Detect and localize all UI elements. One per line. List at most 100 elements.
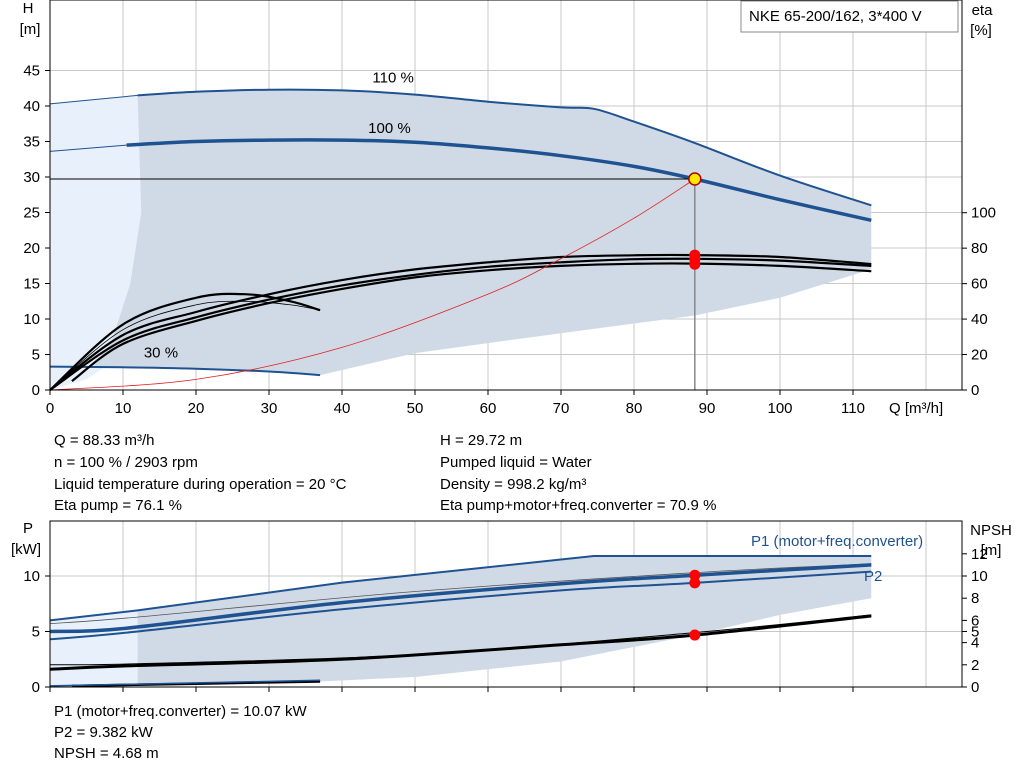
- qh-curves: 110 % 100 % 30 %: [49, 70, 872, 391]
- info-liquid: Pumped liquid = Water: [440, 454, 592, 471]
- operating-info: Q = 88.33 m³/h n = 100 % / 2903 rpm Liqu…: [54, 432, 716, 514]
- power-marker: [689, 629, 701, 641]
- eta-y-tick-label: 80: [971, 240, 988, 257]
- npsh-y-tick-label: 12: [971, 546, 988, 563]
- info-head: H = 29.72 m: [440, 432, 522, 449]
- npsh-y-tick-label: 0: [971, 679, 979, 696]
- qh-x-tick-label: 80: [626, 400, 643, 417]
- pump-title-box: [740, 0, 959, 33]
- qh-x-tick-label: 20: [188, 400, 205, 417]
- qh-x-tick-label: 60: [480, 400, 497, 417]
- power-ylabel-unit: [kW]: [11, 541, 41, 558]
- qh-y-tick-label: 25: [23, 205, 40, 222]
- qh-x-tick-label: 110: [841, 400, 865, 417]
- info-density: Density = 998.2 kg/m³: [440, 476, 586, 493]
- qh-y-tick-label: 20: [23, 240, 40, 257]
- eta-curve-5: [49, 292, 321, 391]
- head-curve-110-label: 110 %: [372, 70, 413, 87]
- info-eta-pump: Eta pump = 76.1 %: [54, 497, 182, 514]
- qh-y-tick-label: 10: [23, 311, 40, 328]
- info-temperature: Liquid temperature during operation = 20…: [54, 476, 347, 493]
- eta-y-tick-label: 40: [971, 311, 988, 328]
- power-curves: [49, 555, 872, 688]
- head-curve-110: [137, 88, 872, 207]
- info-q: Q = 88.33 m³/h: [54, 432, 154, 449]
- qh-y2label-eta: eta: [972, 2, 994, 19]
- power-plot-frame: [49, 520, 963, 688]
- pump-title: NKE 65-200/162, 3*400 V: [749, 8, 922, 25]
- power-y-tick-label: 5: [32, 624, 40, 641]
- eta-marker: [689, 258, 701, 270]
- npsh-y-tick-label: 2: [971, 657, 979, 674]
- qh-x-tick-label: 40: [334, 400, 351, 417]
- head-curve-110-thin: [49, 94, 138, 105]
- p1-series-label: P1 (motor+freq.converter): [751, 533, 923, 550]
- npsh-y-tick-label: 6: [971, 612, 979, 629]
- qh-xlabel: Q [m³/h]: [889, 400, 943, 417]
- p2-series-label: P2: [864, 568, 882, 585]
- p2-100-curve: [49, 570, 872, 641]
- qh-operating-band: [50, 89, 872, 390]
- qh-x-tick-label: 10: [115, 400, 132, 417]
- power-low-flow-zone: [50, 610, 138, 687]
- power-info: P1 (motor+freq.converter) = 10.07 kW P2 …: [54, 703, 307, 762]
- eta-y-tick-label: 0: [971, 382, 979, 399]
- eta-curve-4: [49, 300, 321, 391]
- qh-x-tick-label: 50: [407, 400, 424, 417]
- qh-ylabel-unit: [m]: [20, 21, 41, 38]
- info-eta-total: Eta pump+motor+freq.converter = 70.9 %: [440, 497, 716, 514]
- qh-y-tick-label: 45: [23, 63, 40, 80]
- head-curve-100-thin: [49, 144, 127, 152]
- qh-x-tick-label: 90: [699, 400, 716, 417]
- eta-curve-1: [49, 253, 872, 391]
- qh-y2label-unit: [%]: [970, 22, 992, 39]
- qh-x-tick-label: 70: [553, 400, 570, 417]
- power-y-tick-label: 0: [32, 679, 40, 696]
- info-npsh: NPSH = 4.68 m: [54, 745, 159, 762]
- qh-y-tick-label: 35: [23, 134, 40, 151]
- eta-y-tick-label: 20: [971, 347, 988, 364]
- npsh-y-tick-label: 8: [971, 590, 979, 607]
- qh-y-tick-label: 15: [23, 276, 40, 293]
- head-curve-100-label: 100 %: [368, 120, 411, 137]
- npsh-ylabel-unit: [m]: [981, 542, 1002, 559]
- qh-plot-frame: [49, 0, 963, 391]
- eta-y-tick-label: 100: [971, 205, 996, 222]
- info-p1: P1 (motor+freq.converter) = 10.07 kW: [54, 703, 307, 720]
- info-p2: P2 = 9.382 kW: [54, 724, 154, 741]
- qh-axes: 0 10 20 30 40 50 60 70 80 90 100 110 0 5 10 15 20 25 30 35 4…: [23, 63, 996, 418]
- qh-y-tick-label: 5: [32, 347, 40, 364]
- eta-curve-3: [71, 262, 872, 382]
- power-marker: [689, 569, 701, 581]
- npsh-thin-curve: [49, 614, 872, 666]
- info-speed: n = 100 % / 2903 rpm: [54, 454, 198, 471]
- qh-x-tick-label: 30: [261, 400, 278, 417]
- power-speed-band: [137, 556, 872, 685]
- qh-x-tick-label: 100: [767, 400, 792, 417]
- npsh-y-tick-label: 10: [971, 568, 988, 585]
- npsh-y-tick-label: 4: [971, 635, 979, 652]
- eta-y-tick-label: 60: [971, 276, 988, 293]
- eta-curve-2: [49, 257, 872, 391]
- qh-x-tick-label: 0: [46, 400, 54, 417]
- head-curve-100: [126, 138, 872, 223]
- npsh-y-tick-label: 5: [971, 624, 979, 641]
- head-curve-30-label: 30 %: [144, 344, 178, 361]
- qh-y-tick-label: 40: [23, 98, 40, 115]
- operating-point: [688, 172, 702, 186]
- power-marker: [689, 577, 701, 589]
- head-curve-30: [49, 365, 321, 377]
- system-curve: [49, 178, 696, 391]
- power-y-tick-label: 10: [23, 568, 40, 585]
- p2-110-curve: [49, 563, 872, 625]
- qh-ylabel-h: H: [23, 0, 34, 17]
- power-ylabel-p: P: [23, 520, 33, 537]
- low-speed-blue-curve: [49, 679, 321, 687]
- qh-y-tick-label: 0: [32, 382, 40, 399]
- npsh-ylabel: NPSH: [970, 522, 1012, 539]
- qh-y-tick-label: 30: [23, 169, 40, 186]
- p1-100-curve: [49, 563, 872, 634]
- p1-110-curve: [49, 555, 872, 622]
